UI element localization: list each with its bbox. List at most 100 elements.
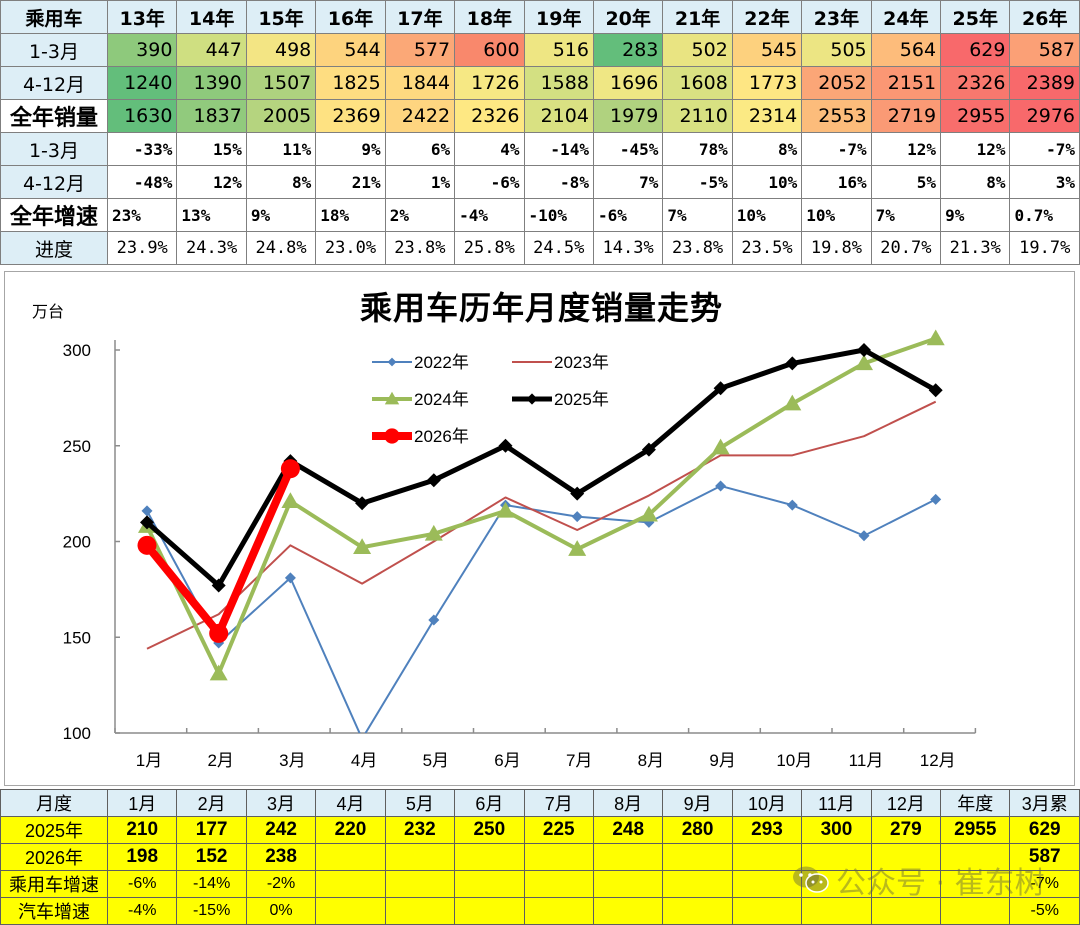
table-cell: 280 <box>662 816 733 844</box>
table-cell: 177 <box>176 816 247 844</box>
table-cell <box>662 897 733 925</box>
x-tick-label: 2月 <box>207 751 233 770</box>
table-cell: 505 <box>801 33 872 67</box>
year-header: 16年 <box>315 0 386 34</box>
table-cell: 577 <box>384 33 456 67</box>
table-cell: 24.8% <box>245 231 317 265</box>
year-header: 25年 <box>940 0 1011 34</box>
table-cell: 300 <box>801 816 872 844</box>
table-cell: -6% <box>454 165 525 199</box>
table-cell: 250 <box>454 816 525 844</box>
table-cell: 1630 <box>106 99 178 133</box>
table-cell: 78% <box>662 132 733 166</box>
table-cell: 1240 <box>106 66 178 100</box>
legend-label: 2023年 <box>554 353 609 372</box>
table-cell: 1% <box>384 165 456 199</box>
legend-item: 2024年 <box>372 390 469 409</box>
x-tick-label: 3月 <box>279 751 305 770</box>
wechat-icon <box>792 865 830 895</box>
table-cell: 2389 <box>1009 66 1080 100</box>
table-cell: 24.5% <box>523 231 594 265</box>
table-row: 2025年 210 177 242 220 232 250 225 248 280 293 300 27… <box>0 816 1080 844</box>
table-cell <box>870 870 942 898</box>
column-header: 3月累 <box>1009 789 1080 817</box>
year-header: 21年 <box>662 0 733 34</box>
table-cell: 1390 <box>176 66 247 100</box>
row-label: 全年增速 <box>0 198 108 232</box>
table-cell <box>662 843 733 871</box>
table-cell <box>384 897 456 925</box>
row-label: 全年销量 <box>0 99 108 133</box>
table-cell: 8% <box>731 132 803 166</box>
table-cell: 20.7% <box>870 231 942 265</box>
table-cell: 0.7% <box>1009 198 1080 232</box>
annual-sales-table: 乘用车 13年 14年 15年 16年 17年 18年 19年 20年 21年 22年 23年 24年 2… <box>0 0 1080 265</box>
chart-title: 乘用车历年月度销量走势 <box>360 289 724 327</box>
table-cell: 5% <box>870 165 942 199</box>
legend-item: 2026年 <box>372 427 469 446</box>
table-cell: 2955 <box>940 816 1011 844</box>
x-tick-label: 6月 <box>494 751 520 770</box>
table-cell: -6% <box>106 870 178 898</box>
y-tick-label: 200 <box>63 533 91 552</box>
table-cell: 1825 <box>315 66 386 100</box>
table-row: 4-12月 1240 1390 1507 1825 1844 1726 1588 1696 160… <box>0 66 1080 100</box>
row-label: 2025年 <box>0 816 108 844</box>
table-cell: -14% <box>523 132 594 166</box>
watermark-text: 公众号 · 崔东树 <box>836 866 1045 901</box>
table-cell: 12% <box>176 165 247 199</box>
series-2025年 <box>140 343 943 593</box>
table-cell: 1588 <box>523 66 594 100</box>
legend-label: 2022年 <box>414 353 469 372</box>
table-cell: -33% <box>106 132 178 166</box>
table-cell: 600 <box>454 33 525 67</box>
table-cell: 2719 <box>870 99 942 133</box>
table-cell: -2% <box>245 870 317 898</box>
table-cell: -8% <box>523 165 594 199</box>
table-row: 全年增速 23% 13% 9% 18% 2% -4% -10% -6% 7% 10% 10% 7% 9% 0… <box>0 198 1080 232</box>
legend-item: 2025年 <box>512 390 609 409</box>
table-cell: 13% <box>176 198 247 232</box>
y-tick-label: 300 <box>63 341 91 360</box>
table-cell: 1726 <box>454 66 525 100</box>
table-row: 进度 23.9% 24.3% 24.8% 23.0% 23.8% 25.8% 24.5% 14.… <box>0 231 1080 265</box>
column-header: 3月 <box>245 789 317 817</box>
table-cell <box>315 870 386 898</box>
table-cell: 18% <box>315 198 386 232</box>
table-cell: 629 <box>940 33 1011 67</box>
table-cell: -6% <box>592 198 664 232</box>
table-cell: 2052 <box>801 66 872 100</box>
column-header: 年度 <box>940 789 1011 817</box>
table-cell: 629 <box>1009 816 1080 844</box>
table-cell: 8% <box>940 165 1011 199</box>
y-tick-label: 250 <box>63 437 91 456</box>
legend-item: 2023年 <box>512 353 609 372</box>
column-header: 1月 <box>106 789 178 817</box>
table-cell: -10% <box>523 198 594 232</box>
row-label: 4-12月 <box>0 165 108 199</box>
table-cell: 279 <box>870 816 942 844</box>
table-cell: 9% <box>245 198 317 232</box>
column-header: 5月 <box>384 789 456 817</box>
table-cell: 19.7% <box>1009 231 1080 265</box>
column-header: 2月 <box>176 789 247 817</box>
table-cell <box>870 843 942 871</box>
table-cell: 0% <box>245 897 317 925</box>
table-cell: 25.8% <box>454 231 525 265</box>
table-cell: 1773 <box>731 66 803 100</box>
year-header: 18年 <box>454 0 525 34</box>
table-row: 2026年 198 152 238 587 <box>0 843 1080 871</box>
table-row: 4-12月 -48% 12% 8% 21% 1% -6% -8% 7% -5% 10% 16% 5% 8%… <box>0 165 1080 199</box>
x-tick-label: 10月 <box>776 751 812 770</box>
table-cell <box>801 843 872 871</box>
table-header-row: 月度 1月 2月 3月 4月 5月 6月 7月 8月 9月 10月 11月 12月 年度 3月累 <box>0 789 1080 817</box>
table-row: 乘用车增速 -6% -14% -2% -7% <box>0 870 1080 898</box>
table-cell: 447 <box>176 33 247 67</box>
column-header: 6月 <box>454 789 525 817</box>
corner-cell: 乘用车 <box>0 0 108 34</box>
row-label: 乘用车增速 <box>0 870 108 898</box>
table-cell: 23.8% <box>662 231 733 265</box>
table-cell <box>592 870 664 898</box>
x-tick-label: 12月 <box>920 751 956 770</box>
